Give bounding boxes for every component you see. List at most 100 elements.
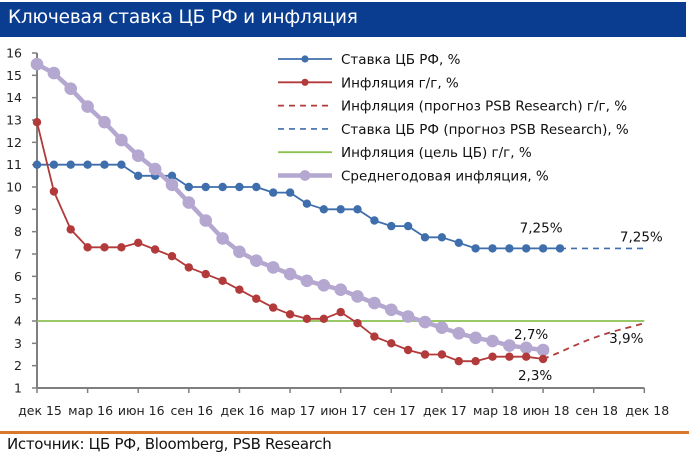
inflation-yoy-point <box>83 243 92 252</box>
avg-inflation-point <box>300 274 314 288</box>
key-rate-point <box>269 188 278 197</box>
legend-label: Инфляция г/г, % <box>341 75 459 91</box>
avg-inflation-point <box>351 290 364 303</box>
legend-label: Ставка ЦБ РФ, % <box>341 52 461 68</box>
avg-inflation-point <box>131 149 145 162</box>
key-rate-point <box>218 182 227 192</box>
key-rate-point <box>167 171 177 180</box>
y-tick-label: 15 <box>6 68 22 83</box>
legend-item-key-rate-forecast: Ставка ЦБ РФ (прогноз PSB Research), % <box>278 122 629 138</box>
avg-inflation-point <box>418 315 432 329</box>
inflation-yoy-point <box>370 332 379 341</box>
avg-inflation-point <box>115 133 128 147</box>
avg-inflation-point <box>283 267 297 281</box>
x-tick-label: мар 16 <box>68 403 113 418</box>
y-tick-label: 11 <box>6 157 22 172</box>
x-tick-label: мар 17 <box>271 403 316 418</box>
inflation-yoy-point <box>184 263 193 272</box>
key-rate-point <box>134 171 143 180</box>
avg-inflation-point <box>401 310 415 323</box>
key-rate-point <box>285 188 295 197</box>
inflation-yoy-point <box>420 350 430 359</box>
inflation-yoy-point <box>437 350 447 359</box>
legend-item-key-rate: Ставка ЦБ РФ, % <box>278 52 461 68</box>
inflation-yoy-point <box>252 294 261 303</box>
key-rate-point <box>117 160 126 169</box>
key-rate-point <box>319 205 328 214</box>
inflation-yoy-point <box>218 276 227 285</box>
x-tick-label: июн 18 <box>523 403 570 418</box>
y-tick-label: 5 <box>14 291 22 306</box>
legend-item-inflation-forecast: Инфляция (прогноз PSB Research) г/г, % <box>278 99 627 115</box>
key-rate-point <box>353 205 362 214</box>
key-rate-point <box>505 244 514 253</box>
inflation-yoy-point <box>471 357 480 366</box>
avg-inflation-point <box>47 66 61 80</box>
y-tick-label: 4 <box>14 314 22 329</box>
avg-inflation-point <box>266 261 280 274</box>
data-label: 7,25% <box>520 220 563 236</box>
inflation-yoy-point <box>505 352 514 361</box>
title-bar: Ключевая ставка ЦБ РФ и инфляция <box>0 2 686 37</box>
key-rate-point <box>538 244 548 253</box>
key-rate-point <box>235 182 244 192</box>
y-tick-label: 9 <box>14 202 22 217</box>
avg-inflation-point <box>503 339 516 352</box>
inflation-yoy-point <box>319 314 328 323</box>
legend-label: Среднегодовая инфляция, % <box>341 169 549 185</box>
legend-marker <box>299 170 311 181</box>
x-tick-label: дек 16 <box>221 403 265 418</box>
inflation-yoy-point <box>66 225 75 234</box>
key-rate-point <box>403 221 413 231</box>
key-rate-point <box>252 182 261 192</box>
inflation-yoy-point <box>387 339 396 348</box>
x-tick-label: дек 17 <box>423 403 467 418</box>
avg-inflation-series <box>30 57 550 357</box>
y-tick-label: 16 <box>6 46 22 61</box>
avg-inflation-point <box>81 100 94 113</box>
avg-inflation-point <box>199 214 212 227</box>
y-tick-label: 14 <box>6 90 22 105</box>
legend-label: Инфляция (цель ЦБ) г/г, % <box>341 145 532 161</box>
avg-inflation-point <box>249 254 263 267</box>
inflation-yoy-point <box>167 252 177 261</box>
inflation-yoy-point <box>522 352 531 361</box>
key-rate-point <box>471 244 480 253</box>
annotations: 7,25% 7,25% 2,7% 2,3% 3,9% <box>514 220 663 384</box>
avg-inflation-point <box>148 162 162 176</box>
avg-inflation-point <box>452 327 466 340</box>
inflation-yoy-point <box>269 303 278 312</box>
x-tick-label: сен 18 <box>575 403 618 418</box>
key-rate-point <box>488 244 497 253</box>
y-tick-label: 7 <box>14 247 22 262</box>
inflation-yoy-point <box>538 354 548 364</box>
x-tick-label: июн 17 <box>320 403 367 418</box>
key-rate-point <box>522 244 531 253</box>
y-tick-label: 1 <box>14 381 22 396</box>
x-tick-label: дек 15 <box>18 403 62 418</box>
avg-inflation-point <box>334 283 348 297</box>
avg-inflation-point <box>368 296 381 310</box>
legend: Ставка ЦБ РФ, % Инфляция г/г, % Инфляция (… <box>278 52 629 185</box>
inflation-yoy-point <box>235 285 244 294</box>
data-label: 3,9% <box>609 331 643 347</box>
legend-label: Ставка ЦБ РФ (прогноз PSB Research), % <box>341 122 629 138</box>
key-rate-point <box>420 233 430 242</box>
key-rate-point <box>49 160 59 169</box>
legend-label: Инфляция (прогноз PSB Research) г/г, % <box>341 99 627 115</box>
avg-inflation-point <box>385 303 398 317</box>
inflation-yoy-point <box>353 319 362 328</box>
key-rate-point <box>66 160 75 169</box>
inflation-yoy-point <box>100 243 109 252</box>
x-tick-label: сен 17 <box>373 403 416 418</box>
avg-inflation-point <box>98 115 111 129</box>
key-rate-point <box>83 160 92 169</box>
key-rate-point <box>437 233 447 242</box>
inflation-yoy-point <box>49 187 59 196</box>
inflation-yoy-point <box>32 118 42 127</box>
avg-inflation-point <box>519 341 533 355</box>
inflation-yoy-point <box>150 245 160 254</box>
legend-marker <box>301 78 309 86</box>
y-tick-label: 13 <box>6 113 22 128</box>
